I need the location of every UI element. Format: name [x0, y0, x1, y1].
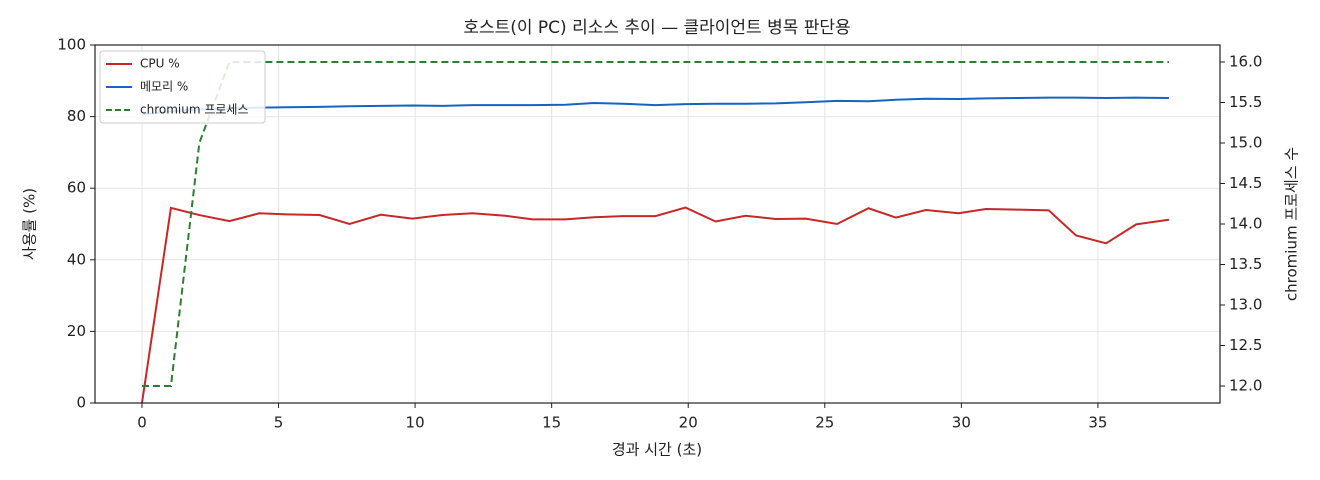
- y-tick-label: 100: [57, 36, 86, 54]
- legend-box: [99, 50, 266, 124]
- y2-tick-label: 14.0: [1229, 215, 1262, 233]
- x-tick-label: 25: [815, 414, 834, 432]
- x-tick-label: 30: [952, 414, 971, 432]
- x-tick-label: 15: [542, 414, 561, 432]
- y-tick-label: 20: [67, 322, 86, 340]
- data-line: [141, 61, 1169, 387]
- y2-tick-label: 13.0: [1229, 295, 1262, 313]
- y2-tick-label: 16.0: [1229, 53, 1262, 71]
- y-axis-label: 사용률 (%): [21, 188, 39, 260]
- x-axis-label: 경과 시간 (초): [612, 441, 702, 459]
- y-tick-label: 40: [67, 250, 86, 268]
- y2-tick-label: 14.5: [1229, 174, 1262, 192]
- y2-tick-label: 12.0: [1229, 376, 1262, 394]
- legend-label: CPU %: [140, 57, 180, 71]
- y-tick-label: 0: [76, 394, 86, 412]
- y2-tick-label: 12.5: [1229, 336, 1262, 354]
- x-tick-label: 5: [274, 414, 284, 432]
- legend-label: 메모리 %: [140, 80, 188, 94]
- y2-axis-label: chromium 프로세스 수: [1283, 147, 1301, 301]
- y2-tick-label: 13.5: [1229, 255, 1262, 273]
- plot-frame: [94, 44, 1221, 404]
- x-tick-label: 35: [1088, 414, 1107, 432]
- data-line: [141, 96, 1169, 116]
- data-line: [140, 206, 1170, 404]
- chart-title: 호스트(이 PC) 리소스 추이 — 클라이언트 병목 판단용: [463, 18, 850, 38]
- y-tick-label: 80: [67, 107, 86, 125]
- y2-tick-label: 15.5: [1229, 93, 1262, 111]
- x-tick-label: 10: [406, 414, 425, 432]
- legend-label: chromium 프로세스: [140, 103, 249, 117]
- x-tick-label: 0: [137, 414, 147, 432]
- x-tick-label: 20: [679, 414, 698, 432]
- y-tick-label: 60: [67, 179, 86, 197]
- y2-tick-label: 15.0: [1229, 134, 1262, 152]
